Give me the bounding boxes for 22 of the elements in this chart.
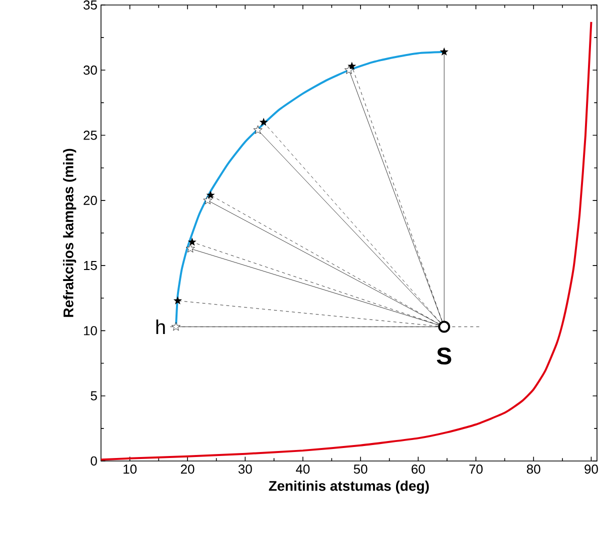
y-tick-label: 25 [84,130,97,140]
y-tick-label: 20 [84,196,97,206]
y-axis-title: Refrakcijos kampas (min) [63,148,76,317]
annotation: h [156,320,165,334]
y-tick-label: 30 [84,66,97,75]
x-tick-label: 80 [526,464,540,474]
x-tick-label: 40 [296,464,310,474]
y-tick-label: 15 [84,261,97,270]
annotation: S [436,348,452,365]
x-tick-label: 20 [180,464,194,474]
y-tick-label: 0 [90,456,97,466]
line-series [100,20,592,461]
x-tick-label: 10 [124,464,137,474]
x-tick-label: 70 [469,464,483,474]
x-tick-label: 50 [354,464,368,474]
x-tick-label: 60 [412,464,425,474]
x-tick-label: 30 [238,464,252,474]
y-tick-label: 35 [84,0,97,10]
y-tick-label: 10 [84,326,97,336]
x-tick-label: 90 [584,464,598,474]
x-axis-title: Zenitinis atstumas (deg) [268,480,429,494]
y-tick-label: 5 [90,391,97,400]
